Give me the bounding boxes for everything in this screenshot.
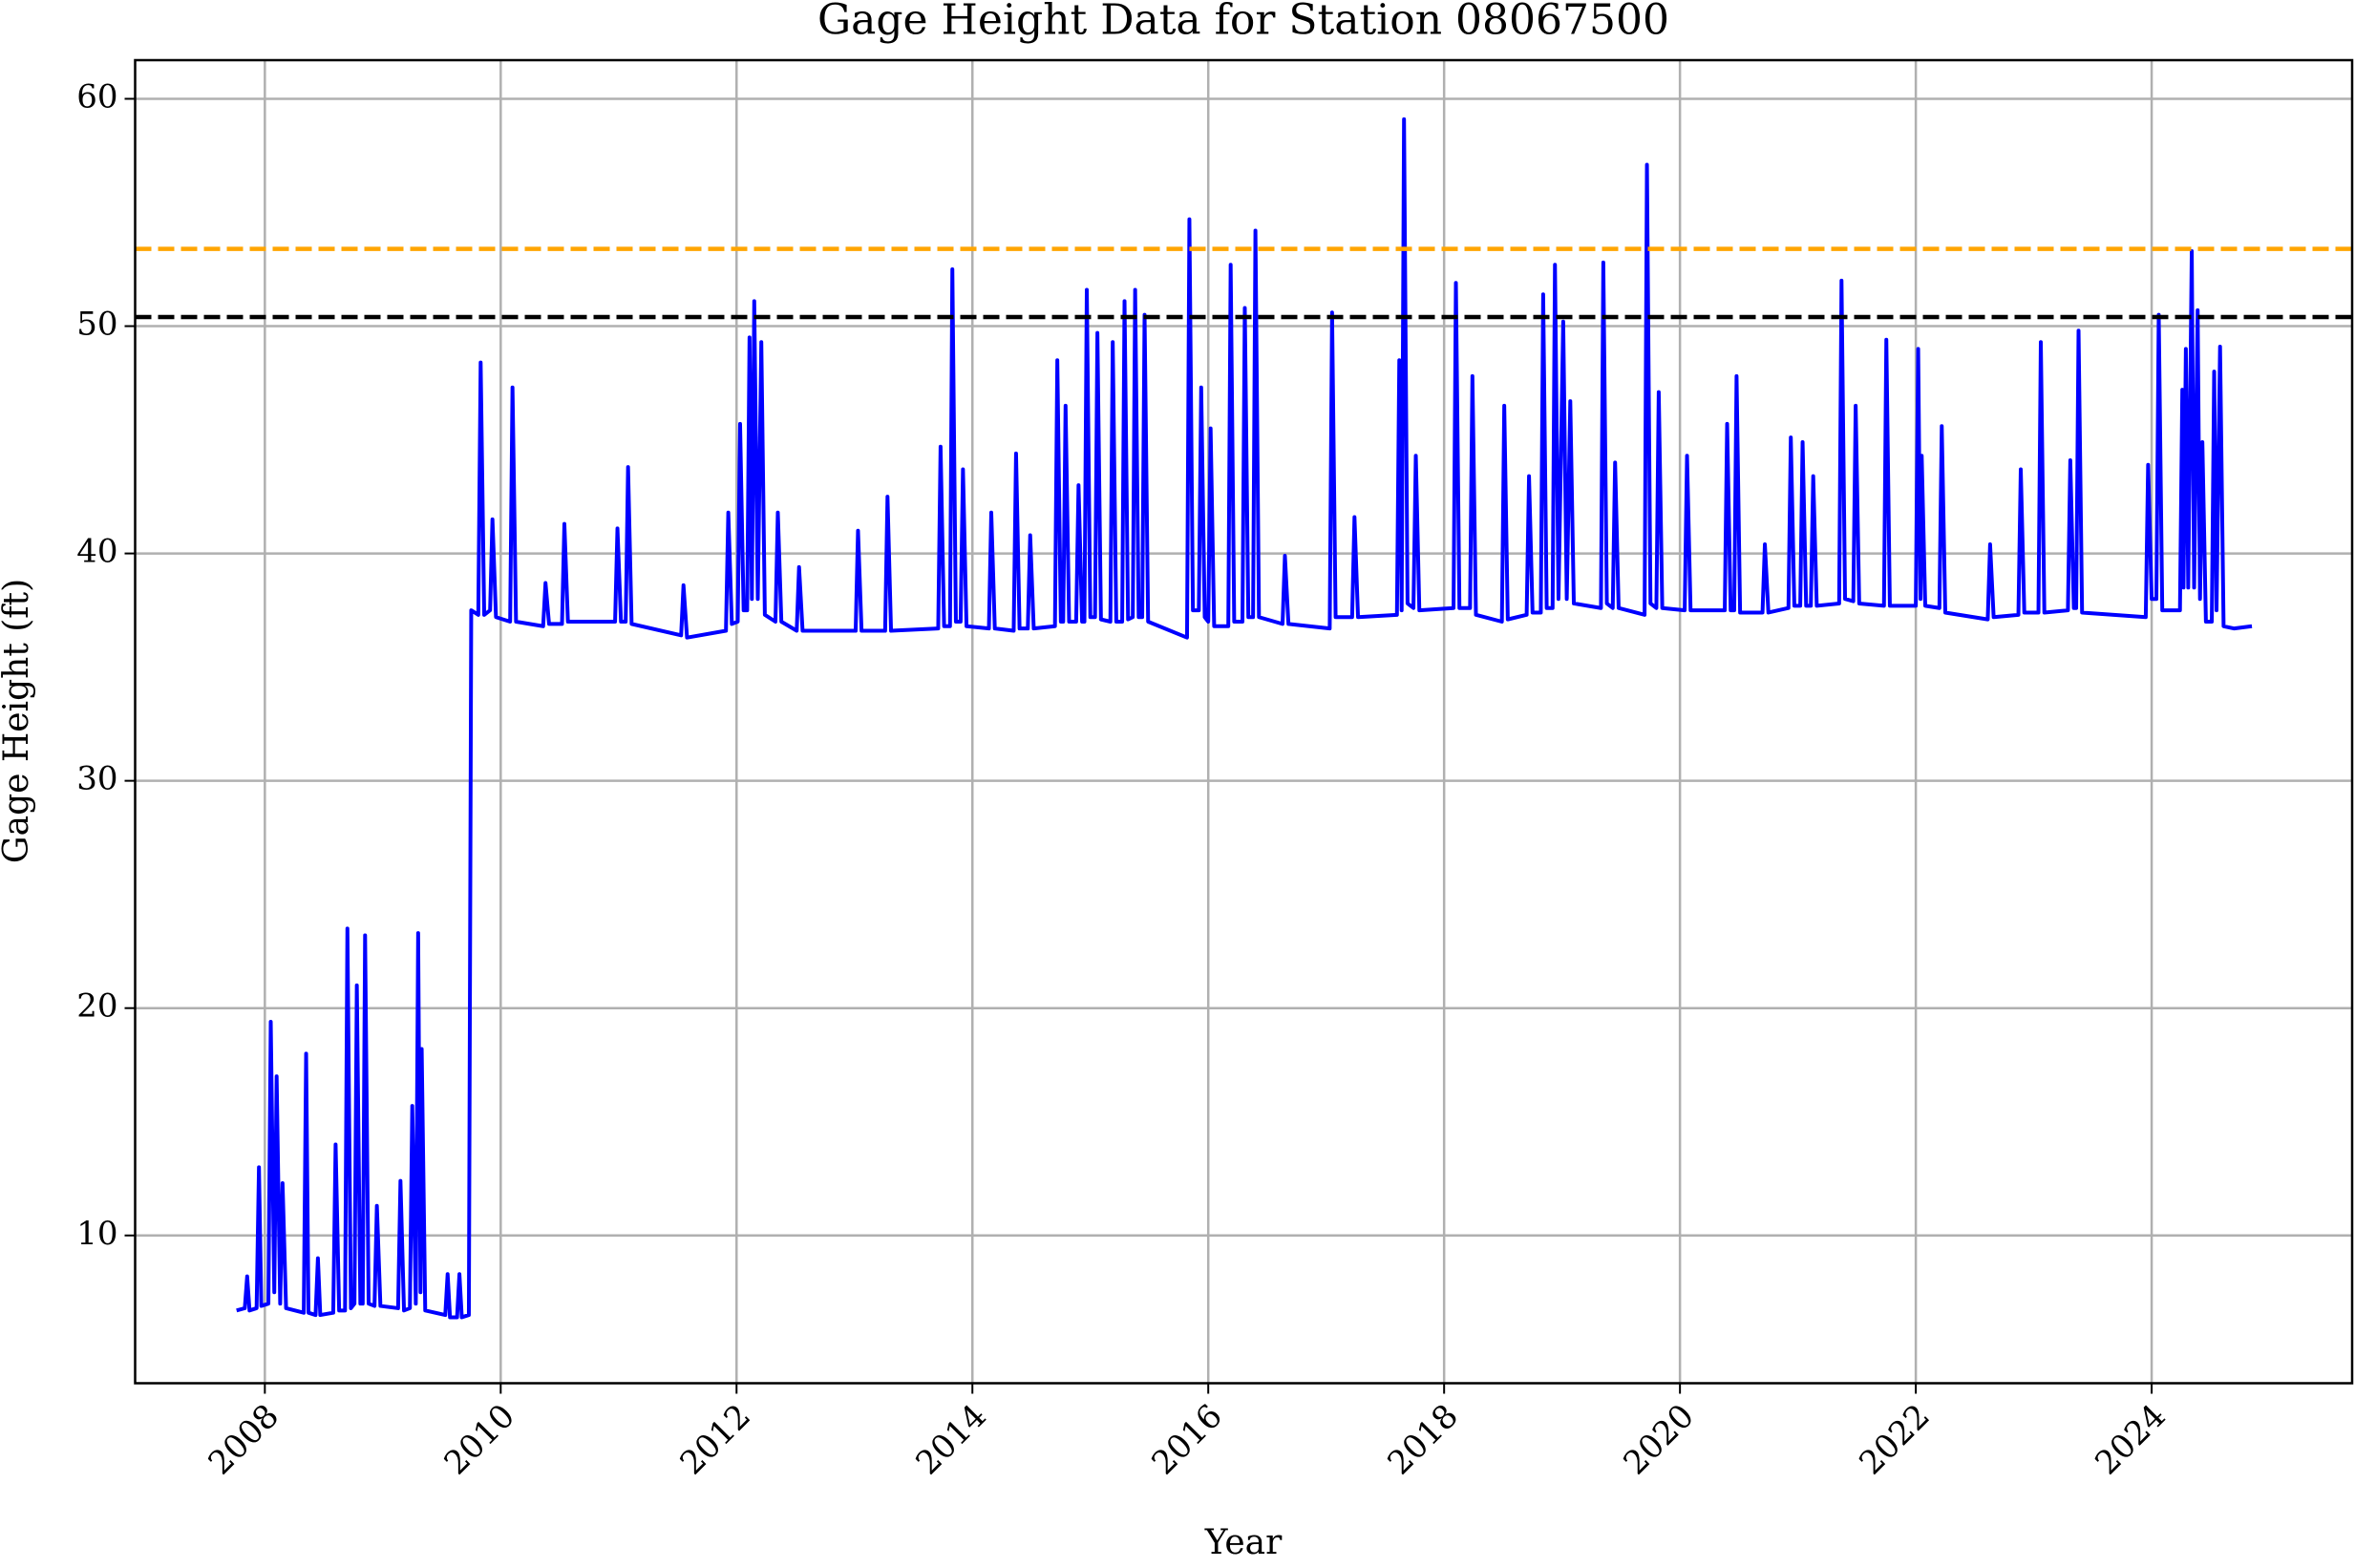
- y-tick-label: 10: [76, 1215, 117, 1253]
- y-tick-label: 40: [76, 533, 117, 571]
- y-tick-label: 50: [76, 306, 117, 344]
- y-tick-label: 30: [76, 760, 117, 798]
- y-tick-label: 20: [76, 987, 117, 1026]
- x-tick-label: 2020: [1616, 1397, 1701, 1482]
- x-tick-label: 2024: [2088, 1397, 2173, 1482]
- x-tick-label: 2008: [202, 1397, 286, 1482]
- x-tick-label: 2022: [1852, 1397, 1937, 1482]
- chart-title: Gage Height Data for Station 08067500: [817, 0, 1669, 45]
- x-axis-label: Year: [1204, 1523, 1283, 1562]
- x-tick-label: 2010: [437, 1397, 522, 1482]
- plot-frame: [134, 58, 2354, 1385]
- data-line: [236, 117, 2253, 1320]
- x-tick-label: 2016: [1144, 1397, 1229, 1482]
- y-axis-label: Gage Height (ft): [0, 579, 36, 863]
- x-tick-label: 2014: [908, 1397, 993, 1482]
- x-tick-label: 2018: [1380, 1397, 1465, 1482]
- y-tick-label: 60: [76, 77, 117, 116]
- x-tick-label: 2012: [673, 1397, 758, 1482]
